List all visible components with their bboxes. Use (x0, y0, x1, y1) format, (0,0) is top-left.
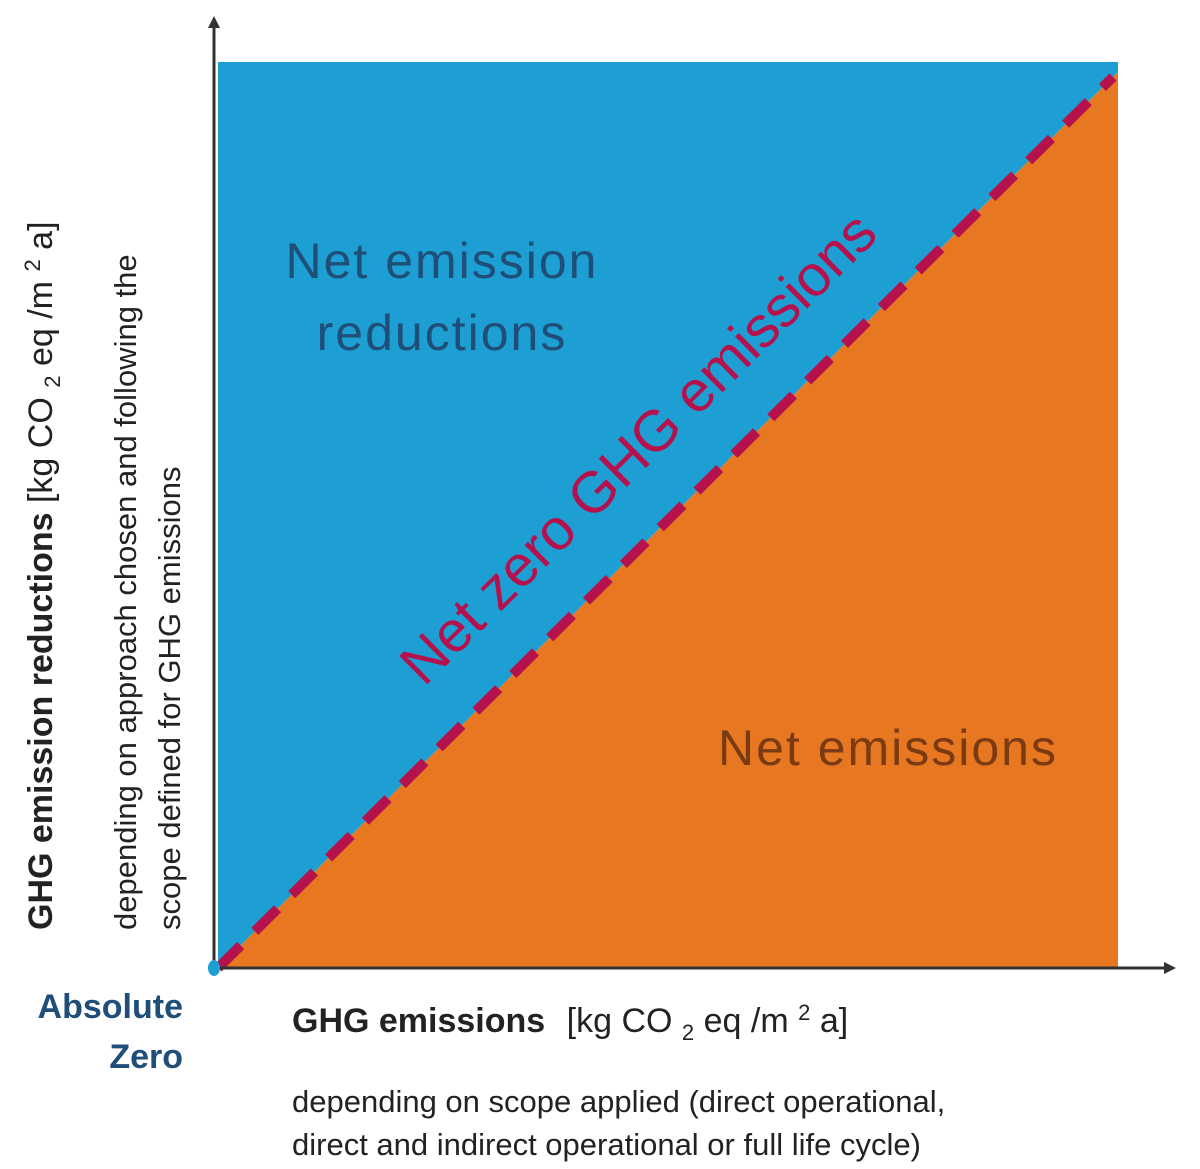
x-axis-unit-mid: eq /m (704, 1002, 789, 1040)
absolute-zero-label-line1: Absolute (38, 988, 183, 1026)
absolute-zero-label-line2: Zero (109, 1038, 183, 1076)
net-emissions-label: Net emissions (718, 720, 1058, 776)
x-axis-title: GHG emissions [kg CO 2 eq /m 2 a] (292, 990, 848, 1048)
y-axis-unit-sub: 2 (40, 376, 65, 388)
x-axis-unit-sup: 2 (798, 1000, 810, 1025)
x-axis-note-line2: direct and indirect operational or full … (292, 1127, 921, 1162)
y-axis-note-line2: scope defined for GHG emissions (152, 467, 187, 931)
x-axis-note-line1: depending on scope applied (direct opera… (292, 1084, 945, 1119)
y-axis-unit-mid: eq /m (22, 281, 60, 366)
y-axis-unit-pre: [kg CO (22, 397, 60, 503)
net-emission-reductions-label-line1: Net emission (286, 233, 599, 289)
x-axis-title-bold: GHG emissions (292, 1002, 545, 1040)
y-axis-unit-post: a] (22, 221, 60, 249)
y-axis-title: GHG emission reductions [kg CO 2 eq /m 2… (10, 221, 68, 930)
x-axis-unit-post: a] (820, 1002, 848, 1040)
y-axis-title-bold: GHG emission reductions (22, 512, 60, 930)
y-axis-unit-sup: 2 (20, 259, 45, 271)
origin-dot (208, 960, 220, 976)
x-axis-unit-pre: [kg CO (567, 1002, 673, 1040)
net-emission-reductions-label-line2: reductions (317, 305, 568, 361)
net-zero-diagonal-line (214, 73, 1117, 972)
x-axis-unit-sub: 2 (682, 1020, 694, 1045)
y-axis-note-line1: depending on approach chosen and followi… (108, 254, 143, 930)
